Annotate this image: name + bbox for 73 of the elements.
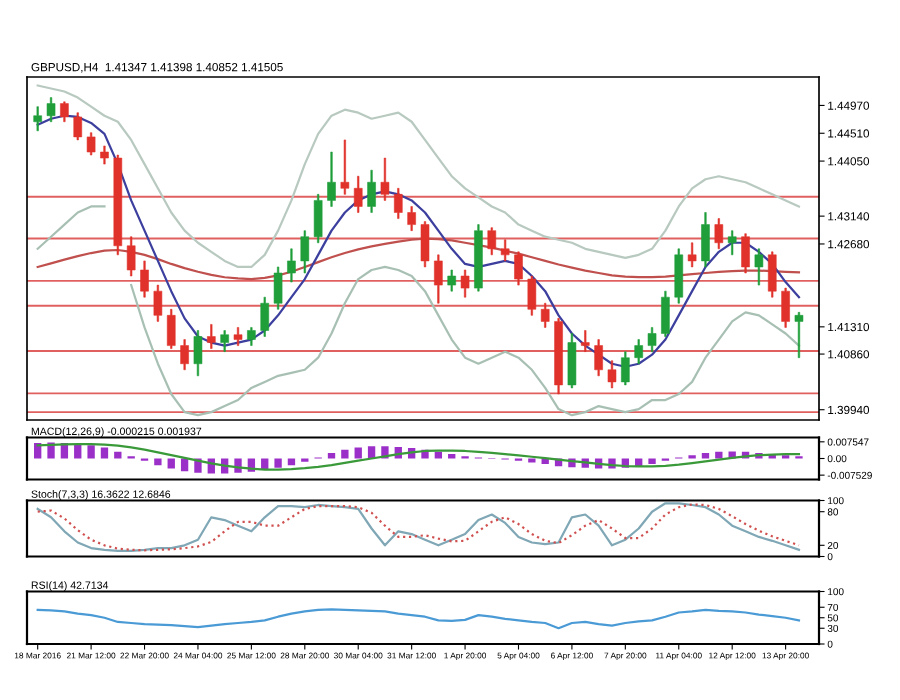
candlestick [394,188,403,219]
candlestick [220,330,229,352]
line-series [36,443,801,471]
candlestick [727,230,737,256]
candlestick [580,330,590,352]
candlestick [193,330,203,377]
line-series [36,114,801,368]
line-series [36,237,801,281]
candlestick [113,154,123,256]
candlestick [260,296,270,337]
candlestick [647,327,657,352]
candlestick [420,221,430,268]
bar [154,458,162,466]
candlestick [153,284,163,322]
candlestick [607,360,617,389]
candlestick [594,339,603,377]
candlestick [621,351,630,386]
candlestick [634,339,643,365]
candlestick [73,112,83,141]
bar [341,449,349,459]
candlestick [674,248,684,304]
candlestick [140,260,149,298]
candlestick [767,251,777,298]
candlestick [434,254,443,304]
candlestick [701,212,710,268]
candlestick [313,194,323,244]
bar [274,458,282,468]
candlestick [687,242,697,268]
candlestick [407,206,416,231]
bar [100,447,109,459]
candlestick [714,218,724,250]
candlestick [46,97,56,123]
candlestick [500,239,510,262]
candlestick [367,169,376,213]
candlestick [353,175,363,213]
candlestick [33,106,42,132]
candlestick [567,333,577,389]
candlestick [781,287,790,328]
candlestick [487,227,497,256]
candlestick [340,139,350,195]
candlestick [754,248,764,286]
candlestick [126,236,136,277]
bar [87,445,95,459]
bar [354,447,362,459]
candlestick [327,151,336,207]
candlestick [86,132,96,156]
candlestick [100,145,109,165]
candlestick [460,269,470,298]
bar [648,458,656,465]
candlestick [380,157,390,201]
bar [167,458,175,469]
bar [287,458,296,466]
candlestick [273,266,283,310]
candlestick [166,309,176,349]
candlestick [661,290,670,337]
candlestick [474,224,483,292]
bar [715,451,723,459]
candlestick [447,269,456,292]
candlestick [554,318,563,395]
candlestick [527,275,537,316]
line-series [36,84,801,269]
candlestick [247,327,256,346]
candlestick [233,327,243,346]
candlestick [794,312,804,358]
candlestick [514,251,523,286]
candlestick [287,248,296,283]
candlestick [300,230,310,274]
candlestick [741,233,750,274]
line-series [36,608,801,630]
candlestick [60,101,69,123]
candlestick [540,302,550,328]
candlestick [180,339,189,371]
candlestick [207,324,216,349]
